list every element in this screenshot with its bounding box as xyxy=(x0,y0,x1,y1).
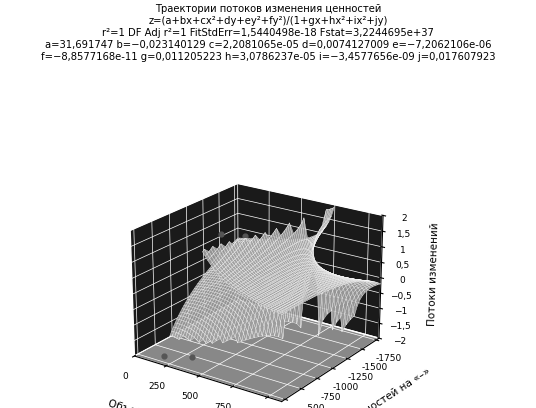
Text: Траектории потоков изменения ценностей
z=(a+bx+cx²+dy+ey²+fy²)/(1+gx+hx²+ix²+jy): Траектории потоков изменения ценностей z… xyxy=(41,4,495,62)
Y-axis label: Объемы ценностей на «–»: Объемы ценностей на «–» xyxy=(306,366,432,408)
X-axis label: Объемы ценностей на «+»: Объемы ценностей на «+» xyxy=(107,398,251,408)
